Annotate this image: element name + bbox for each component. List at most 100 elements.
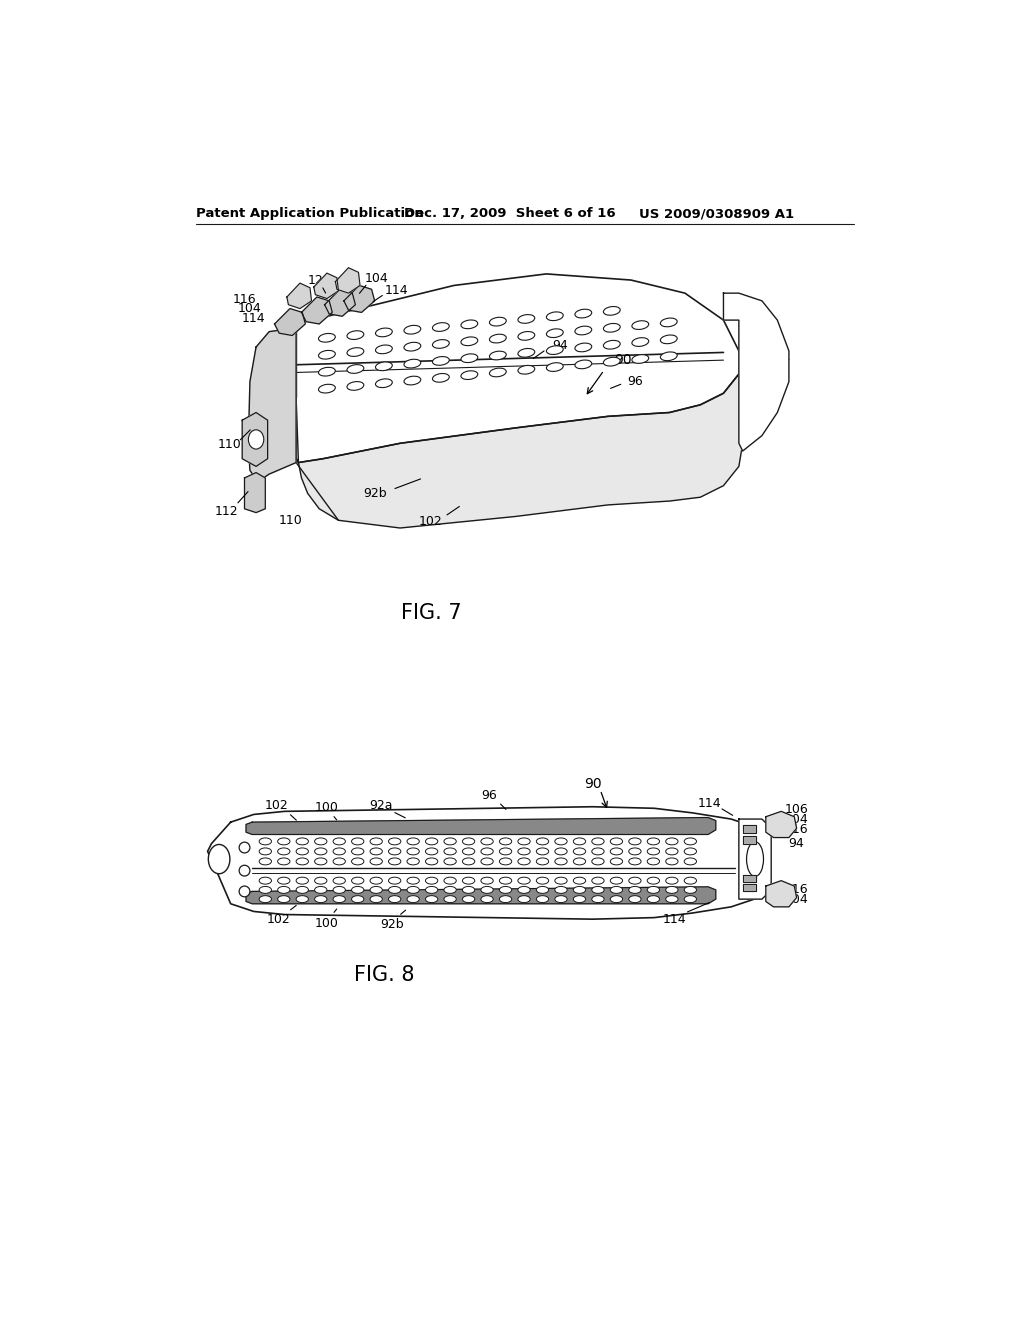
Ellipse shape	[481, 887, 494, 894]
Ellipse shape	[333, 896, 345, 903]
Ellipse shape	[666, 858, 678, 865]
Ellipse shape	[347, 331, 364, 339]
Ellipse shape	[666, 896, 678, 903]
Ellipse shape	[746, 842, 764, 876]
Ellipse shape	[296, 896, 308, 903]
Ellipse shape	[463, 896, 475, 903]
Ellipse shape	[629, 858, 641, 865]
Ellipse shape	[463, 847, 475, 855]
Polygon shape	[291, 374, 742, 528]
Ellipse shape	[278, 878, 290, 884]
Ellipse shape	[518, 878, 530, 884]
Text: 92a: 92a	[369, 799, 392, 812]
Ellipse shape	[407, 847, 419, 855]
Text: 90: 90	[614, 354, 632, 367]
Ellipse shape	[259, 858, 271, 865]
Ellipse shape	[333, 887, 345, 894]
Ellipse shape	[481, 838, 494, 845]
Ellipse shape	[555, 847, 567, 855]
Text: 120: 120	[308, 273, 332, 286]
Ellipse shape	[647, 896, 659, 903]
Ellipse shape	[592, 887, 604, 894]
Ellipse shape	[296, 838, 308, 845]
Ellipse shape	[660, 335, 677, 343]
Text: 104: 104	[366, 272, 389, 285]
Ellipse shape	[629, 896, 641, 903]
Ellipse shape	[376, 329, 392, 337]
Ellipse shape	[573, 847, 586, 855]
Ellipse shape	[461, 319, 478, 329]
Polygon shape	[246, 817, 716, 834]
Ellipse shape	[463, 858, 475, 865]
Ellipse shape	[444, 858, 457, 865]
Ellipse shape	[351, 847, 364, 855]
Polygon shape	[766, 880, 797, 907]
Ellipse shape	[351, 878, 364, 884]
Ellipse shape	[444, 887, 457, 894]
Text: Patent Application Publication: Patent Application Publication	[196, 207, 424, 220]
Ellipse shape	[537, 838, 549, 845]
Ellipse shape	[537, 887, 549, 894]
Ellipse shape	[444, 896, 457, 903]
Polygon shape	[742, 874, 756, 882]
Ellipse shape	[314, 858, 327, 865]
Ellipse shape	[240, 866, 250, 876]
Ellipse shape	[208, 845, 230, 874]
Text: 114: 114	[663, 912, 686, 925]
Ellipse shape	[432, 339, 450, 348]
Ellipse shape	[555, 887, 567, 894]
Ellipse shape	[684, 878, 696, 884]
Ellipse shape	[500, 887, 512, 894]
Ellipse shape	[610, 838, 623, 845]
Polygon shape	[301, 297, 333, 323]
Ellipse shape	[444, 838, 457, 845]
Ellipse shape	[388, 887, 400, 894]
Text: 94: 94	[552, 339, 568, 352]
Ellipse shape	[610, 858, 623, 865]
Ellipse shape	[278, 847, 290, 855]
Ellipse shape	[370, 838, 382, 845]
Ellipse shape	[603, 323, 621, 333]
Ellipse shape	[684, 838, 696, 845]
Ellipse shape	[481, 896, 494, 903]
Ellipse shape	[547, 312, 563, 321]
Ellipse shape	[333, 838, 345, 845]
Ellipse shape	[444, 847, 457, 855]
Ellipse shape	[573, 878, 586, 884]
Ellipse shape	[388, 858, 400, 865]
Polygon shape	[243, 412, 267, 466]
Ellipse shape	[547, 346, 563, 355]
Text: FIG. 7: FIG. 7	[400, 603, 461, 623]
Ellipse shape	[259, 887, 271, 894]
Polygon shape	[274, 309, 305, 335]
Ellipse shape	[537, 896, 549, 903]
Text: 104: 104	[784, 813, 809, 825]
Ellipse shape	[592, 858, 604, 865]
Ellipse shape	[629, 838, 641, 845]
Polygon shape	[291, 275, 739, 462]
Ellipse shape	[407, 878, 419, 884]
Ellipse shape	[489, 317, 506, 326]
Ellipse shape	[333, 858, 345, 865]
Ellipse shape	[444, 878, 457, 884]
Ellipse shape	[240, 842, 250, 853]
Ellipse shape	[370, 887, 382, 894]
Ellipse shape	[489, 368, 506, 376]
Ellipse shape	[500, 838, 512, 845]
Ellipse shape	[370, 858, 382, 865]
Ellipse shape	[610, 847, 623, 855]
Text: 96: 96	[627, 375, 643, 388]
Ellipse shape	[610, 878, 623, 884]
Ellipse shape	[647, 838, 659, 845]
Ellipse shape	[314, 896, 327, 903]
Ellipse shape	[573, 838, 586, 845]
Ellipse shape	[376, 379, 392, 388]
Ellipse shape	[537, 878, 549, 884]
Ellipse shape	[537, 858, 549, 865]
Ellipse shape	[259, 838, 271, 845]
Ellipse shape	[666, 847, 678, 855]
Text: 110: 110	[217, 438, 241, 451]
Ellipse shape	[489, 351, 506, 360]
Text: 100: 100	[315, 916, 339, 929]
Text: Dec. 17, 2009  Sheet 6 of 16: Dec. 17, 2009 Sheet 6 of 16	[403, 207, 615, 220]
